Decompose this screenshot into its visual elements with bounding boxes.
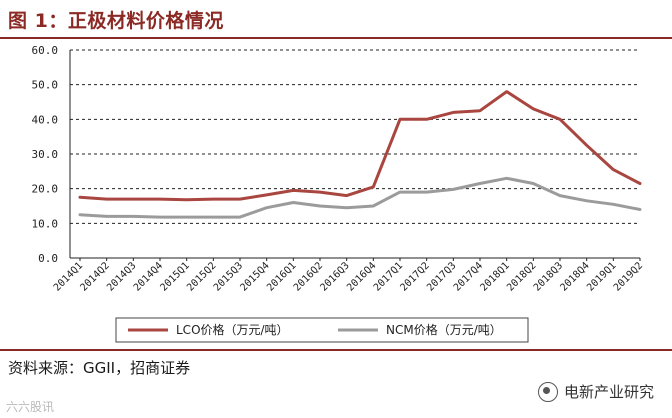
- y-tick-label: 10.0: [32, 217, 59, 230]
- source-note: 资料来源：GGII，招商证券: [8, 359, 191, 377]
- y-tick-label: 50.0: [32, 79, 59, 92]
- source-divider: [0, 349, 672, 351]
- series-line-lco: [78, 90, 642, 202]
- legend-box: [115, 317, 529, 343]
- line-chart: 0.010.020.030.040.050.060.02014Q12014Q22…: [32, 44, 645, 343]
- wechat-logo-icon: [537, 381, 558, 402]
- watermark-right-label: 电新产业研究: [563, 383, 654, 401]
- legend-label: LCO价格（万元/吨）: [176, 322, 289, 337]
- series-line-ncm: [78, 176, 642, 219]
- page-title: 图 1：正极材料价格情况: [8, 10, 224, 32]
- legend-label: NCM价格（万元/吨）: [386, 322, 502, 337]
- x-tick-label: 2019Q2: [612, 260, 645, 293]
- watermark-left: 六六股讯: [6, 398, 54, 415]
- watermark-left-label: 六六股讯: [6, 400, 55, 414]
- y-tick-label: 20.0: [32, 183, 59, 196]
- y-tick-label: 60.0: [32, 44, 59, 57]
- title-divider: [0, 37, 672, 39]
- y-tick-label: 0.0: [38, 252, 58, 265]
- y-tick-label: 30.0: [32, 148, 59, 161]
- watermark-right: 电新产业研究: [537, 381, 654, 402]
- y-tick-label: 40.0: [32, 113, 59, 126]
